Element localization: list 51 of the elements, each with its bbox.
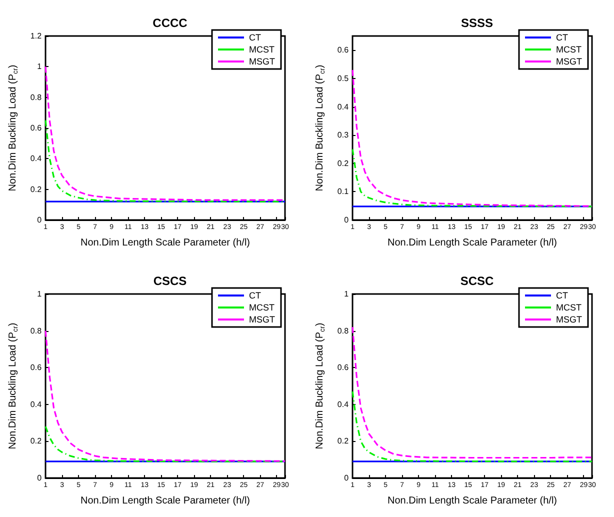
y-tick-label: 0.6 — [337, 363, 350, 372]
line-series — [352, 69, 593, 207]
y-tick-label: 0.4 — [337, 102, 350, 112]
y-tick-label: 1 — [37, 290, 42, 298]
legend-label: MCST — [249, 44, 275, 54]
legend-label: MCST — [249, 302, 275, 312]
y-tick-label: 0.6 — [337, 46, 350, 55]
y-tick-label: 1.2 — [30, 32, 42, 40]
y-tick-label: 0 — [344, 474, 350, 482]
legend-label: CT — [249, 32, 262, 42]
y-tick-label: 0 — [37, 474, 42, 482]
y-tick-label: 0.8 — [337, 326, 350, 336]
y-tick-label: 0.4 — [30, 154, 42, 164]
x-axis-title: Non.Dim Length Scale Parameter (h/l) — [80, 238, 250, 248]
y-tick-label: 0.4 — [337, 400, 350, 409]
chart-title: CSCS — [153, 274, 187, 288]
y-tick-label: 0.2 — [337, 158, 350, 168]
x-axis-title: Non.Dim Length Scale Parameter (h/l) — [387, 496, 558, 506]
legend-label: CT — [249, 290, 262, 300]
legend-label: MCST — [556, 302, 582, 312]
legend-label: MSGT — [249, 56, 276, 66]
line-series — [44, 330, 286, 462]
y-tick-label: 0.6 — [30, 363, 42, 372]
y-tick-label: 0.3 — [337, 130, 350, 140]
x-axis-title: Non.Dim Length Scale Parameter (h/l) — [387, 238, 558, 248]
line-series — [352, 326, 593, 459]
y-tick-label: 0.5 — [337, 74, 350, 83]
chart-title: SCSC — [460, 274, 494, 288]
chart-title: SSSS — [460, 16, 494, 30]
y-tick-label: 0.1 — [337, 187, 350, 196]
legend-label: MCST — [556, 44, 582, 54]
legend-label: CT — [556, 32, 568, 42]
y-tick-label: 0 — [344, 216, 350, 224]
y-tick-label: 0.8 — [30, 326, 42, 336]
legend-label: MSGT — [249, 314, 276, 324]
line-series — [352, 390, 593, 462]
y-tick-label: 0 — [37, 216, 42, 224]
y-tick-label: 0.2 — [30, 436, 42, 446]
chart-title: CCCC — [152, 16, 188, 30]
legend-label: MSGT — [556, 314, 583, 324]
line-series — [352, 148, 593, 208]
legend-label: MSGT — [556, 56, 583, 66]
y-tick-label: 0.2 — [30, 184, 42, 194]
y-tick-label: 1 — [344, 290, 350, 298]
y-tick-label: 0.8 — [30, 92, 42, 102]
legend-label: CT — [556, 290, 568, 300]
x-axis-title: Non.Dim Length Scale Parameter (h/l) — [80, 496, 250, 506]
y-tick-label: 1 — [37, 62, 42, 72]
y-tick-label: 0.6 — [30, 124, 42, 132]
y-tick-label: 0.2 — [337, 436, 350, 446]
y-tick-label: 0.4 — [30, 400, 42, 409]
